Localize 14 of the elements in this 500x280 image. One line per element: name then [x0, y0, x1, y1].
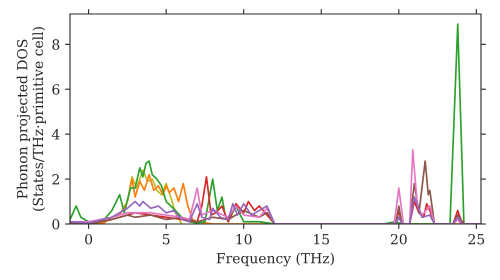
y-tick-label: 8	[52, 39, 60, 50]
x-tick-label: 0	[85, 234, 92, 244]
y-axis-title: Phonon projected DOS (States/THz·primitive cell)	[16, 27, 46, 211]
x-tick-label: 15	[314, 234, 330, 244]
y-tick-label: 6	[52, 84, 60, 95]
y-tick-label: 2	[52, 174, 59, 184]
line-series	[126, 169, 183, 224]
x-tick-label: 5	[162, 234, 170, 244]
x-tick-label: 20	[390, 234, 407, 244]
x-tick-label: 25	[468, 234, 484, 244]
y-tick-label: 4	[52, 129, 60, 140]
y-tick-label: 0	[52, 218, 60, 230]
x-axis-title: Frequency (THz)	[216, 252, 334, 266]
x-tick-label: 10	[236, 234, 252, 244]
